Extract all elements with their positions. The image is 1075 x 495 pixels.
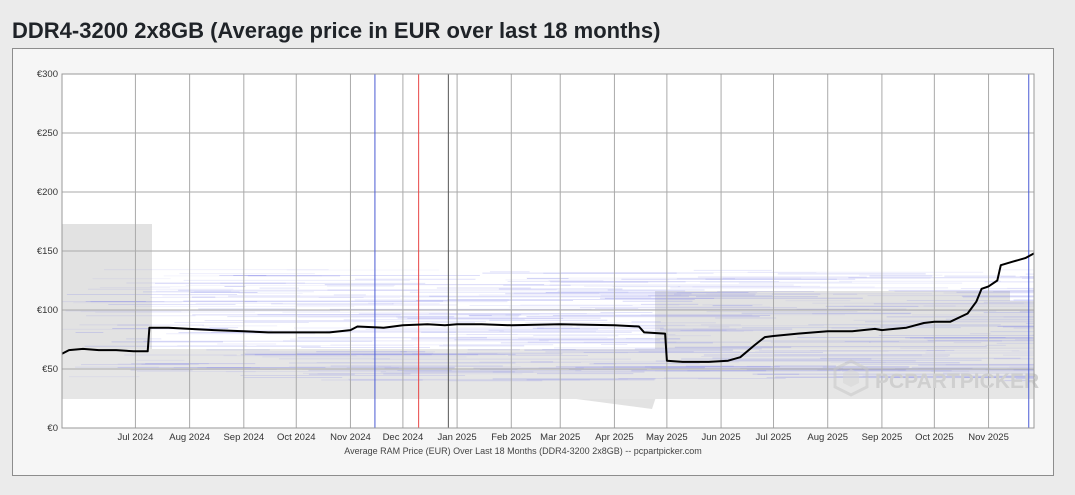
x-tick-label: Mar 2025 (540, 432, 580, 443)
x-tick-label: Aug 2025 (807, 432, 848, 443)
y-tick-label: €150 (37, 246, 58, 257)
y-tick-label: €0 (47, 423, 58, 434)
y-tick-label: €300 (37, 69, 58, 80)
pcpartpicker-watermark: PCPARTPICKER (833, 359, 1039, 397)
y-tick-label: €100 (37, 305, 58, 316)
x-tick-label: Apr 2025 (595, 432, 634, 443)
x-tick-label: Oct 2025 (915, 432, 954, 443)
x-tick-label: Sep 2024 (223, 432, 264, 443)
x-tick-label: Dec 2024 (383, 432, 424, 443)
x-tick-label: Jul 2024 (117, 432, 153, 443)
price-history-chart: PCPARTPICKER €0 €50 €100 €150 €200 €250 €300 Ju… (37, 69, 1039, 456)
watermark-text: PCPARTPICKER (875, 370, 1039, 393)
x-tick-label: Feb 2025 (491, 432, 531, 443)
price-range-band (62, 224, 1034, 409)
reference-lines (374, 74, 1030, 428)
average-price-line (62, 252, 1034, 363)
y-tick-label: €200 (37, 187, 58, 198)
x-tick-label: May 2025 (646, 432, 688, 443)
y-tick-label: €50 (42, 364, 58, 375)
plot-border (61, 73, 1035, 429)
pcpartpicker-logo-icon (833, 359, 869, 397)
axes: €0 €50 €100 €150 €200 €250 €300 Jul 2024 Aug 202… (37, 69, 1035, 443)
grid-lines (62, 73, 1034, 429)
chart-caption: Average RAM Price (EUR) Over Last 18 Mon… (344, 446, 701, 456)
chart-frame: PCPARTPICKER €0 €50 €100 €150 €200 €250 €300 Ju… (12, 48, 1054, 476)
x-tick-label: Sep 2025 (862, 432, 903, 443)
y-tick-label: €250 (37, 128, 58, 139)
price-range-lower (62, 349, 1034, 399)
retailer-price-lines (62, 269, 1034, 382)
x-tick-label: Aug 2024 (169, 432, 210, 443)
average-price-series (62, 252, 1034, 363)
x-tick-label: Jan 2025 (438, 432, 477, 443)
x-tick-label: Nov 2024 (330, 432, 371, 443)
x-tick-label: Jun 2025 (702, 432, 741, 443)
x-tick-label: Jul 2025 (756, 432, 792, 443)
page-title: DDR4-3200 2x8GB (Average price in EUR ov… (12, 18, 661, 43)
x-tick-label: Oct 2024 (277, 432, 316, 443)
x-tick-label: Nov 2025 (968, 432, 1009, 443)
